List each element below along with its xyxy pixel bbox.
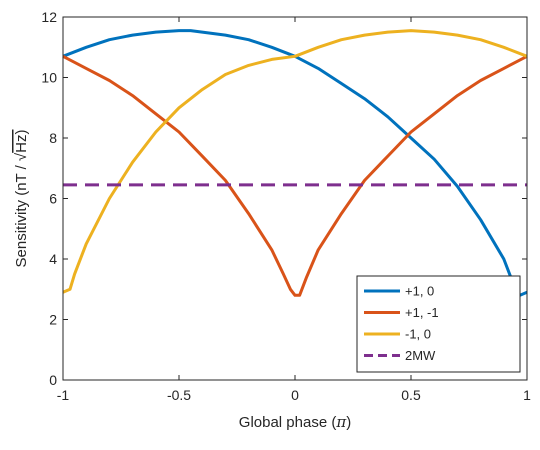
x-tick-label: 0.5 [401, 387, 421, 403]
y-tick-label: 12 [41, 9, 57, 25]
series-layer [62, 29, 528, 297]
legend-label-3: -1, 0 [405, 327, 431, 342]
y-tick-label: 6 [49, 191, 57, 207]
y-tick-label: 4 [49, 251, 57, 267]
legend: +1, 0 +1, -1 -1, 0 2MW [356, 275, 521, 373]
x-tick-label: -1 [57, 387, 70, 403]
y-axis-label: Sensitivity (nT / √Hz) [13, 130, 30, 268]
legend-label-1: +1, 0 [405, 284, 434, 299]
legend-label-2: +1, -1 [405, 305, 439, 320]
y-tick-label: 10 [41, 70, 57, 86]
legend-label-4: 2MW [405, 348, 436, 363]
x-tick-label: 1 [523, 387, 531, 403]
x-axis-label: Global phase (π) [239, 413, 351, 431]
y-tick-label: 8 [49, 130, 57, 146]
series-line-1 [62, 29, 528, 297]
x-tick-label: -0.5 [167, 387, 191, 403]
series-line-3 [62, 29, 528, 294]
x-tick-label: 0 [291, 387, 299, 403]
series-line-2 [62, 54, 528, 297]
y-tick-label: 2 [49, 312, 57, 328]
y-tick-label: 0 [49, 372, 57, 388]
